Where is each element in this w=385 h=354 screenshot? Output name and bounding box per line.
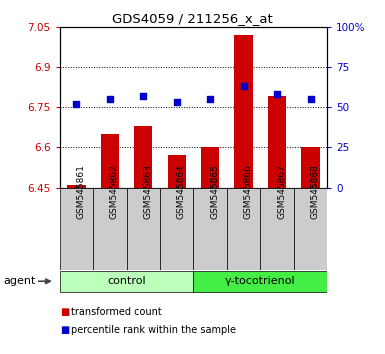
Bar — [268, 96, 286, 188]
Text: GSM545861: GSM545861 — [76, 164, 85, 219]
Bar — [93, 188, 127, 270]
Text: transformed count: transformed count — [71, 307, 162, 317]
Bar — [193, 271, 327, 292]
Point — [207, 96, 213, 102]
Text: GSM545866: GSM545866 — [244, 164, 253, 219]
Bar — [260, 188, 294, 270]
Text: agent: agent — [4, 276, 36, 286]
Bar — [134, 126, 152, 188]
Text: γ-tocotrienol: γ-tocotrienol — [225, 276, 296, 286]
Text: GSM545868: GSM545868 — [311, 164, 320, 219]
Point — [241, 83, 247, 89]
Bar — [60, 271, 193, 292]
Bar — [100, 134, 119, 188]
Text: GSM545865: GSM545865 — [210, 164, 219, 219]
Point — [107, 96, 113, 102]
Text: control: control — [107, 276, 146, 286]
Text: GSM545862: GSM545862 — [110, 164, 119, 219]
Text: ■: ■ — [60, 325, 69, 335]
Bar — [301, 147, 320, 188]
Point — [274, 91, 280, 97]
Text: GSM545863: GSM545863 — [143, 164, 152, 219]
Bar — [193, 188, 227, 270]
Bar — [294, 188, 327, 270]
Bar — [67, 185, 85, 188]
Text: percentile rank within the sample: percentile rank within the sample — [71, 325, 236, 335]
Text: GSM545864: GSM545864 — [177, 164, 186, 219]
Text: GDS4059 / 211256_x_at: GDS4059 / 211256_x_at — [112, 12, 273, 25]
Point — [73, 101, 79, 107]
Point — [174, 99, 180, 105]
Point — [140, 93, 146, 99]
Bar — [201, 147, 219, 188]
Text: GSM545867: GSM545867 — [277, 164, 286, 219]
Point — [308, 96, 314, 102]
Bar — [167, 155, 186, 188]
Bar — [160, 188, 194, 270]
Bar — [234, 35, 253, 188]
Bar — [60, 188, 93, 270]
Bar — [127, 188, 160, 270]
Bar — [227, 188, 260, 270]
Text: ■: ■ — [60, 307, 69, 317]
